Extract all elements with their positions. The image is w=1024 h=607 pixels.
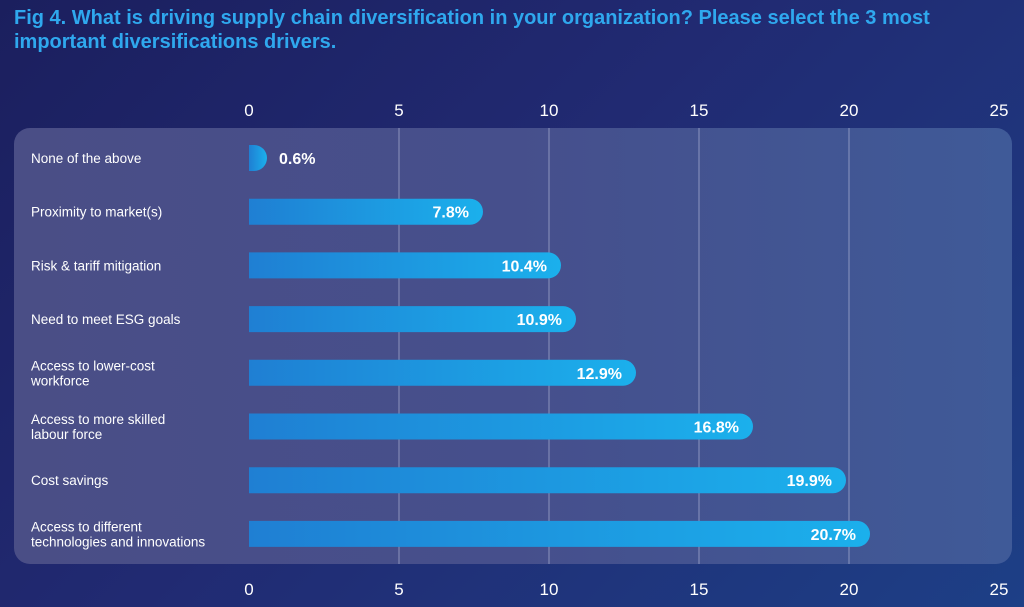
- x-tick-label-top: 25: [990, 101, 1009, 120]
- x-tick-label-bottom: 25: [990, 580, 1009, 599]
- x-tick-label-bottom: 5: [394, 580, 403, 599]
- category-label: Proximity to market(s): [31, 205, 162, 220]
- x-tick-label-bottom: 20: [840, 580, 859, 599]
- x-tick-label-top: 20: [840, 101, 859, 120]
- value-label: 19.9%: [787, 473, 832, 490]
- value-label: 10.4%: [502, 258, 547, 275]
- chart-title: Fig 4. What is driving supply chain dive…: [14, 7, 930, 53]
- category-label: Need to meet ESG goals: [31, 312, 181, 327]
- value-label: 0.6%: [279, 151, 315, 168]
- bar: [249, 359, 637, 386]
- category-label: None of the above: [31, 151, 141, 166]
- category-label: labour force: [31, 427, 102, 442]
- category-label: workforce: [30, 373, 90, 388]
- value-label: 16.8%: [694, 420, 739, 437]
- bar: [249, 198, 483, 225]
- bar: [249, 413, 754, 440]
- value-label: 12.9%: [577, 366, 622, 383]
- bar: [249, 467, 847, 494]
- value-label: 20.7%: [811, 527, 856, 544]
- category-label: Access to more skilled: [31, 412, 165, 427]
- category-label: Cost savings: [31, 473, 109, 488]
- x-tick-label-bottom: 0: [244, 580, 253, 599]
- value-label: 10.9%: [517, 312, 562, 329]
- x-tick-label-top: 15: [690, 101, 709, 120]
- x-tick-label-bottom: 15: [690, 580, 709, 599]
- bar: [249, 252, 561, 279]
- value-label: 7.8%: [433, 205, 469, 222]
- category-label: Access to different: [31, 519, 142, 534]
- category-label: Risk & tariff mitigation: [31, 258, 161, 273]
- bar: [249, 520, 871, 547]
- x-tick-label-bottom: 10: [540, 580, 559, 599]
- category-label: Access to lower-cost: [31, 358, 155, 373]
- x-tick-label-top: 0: [244, 101, 253, 120]
- bar: [249, 145, 267, 171]
- category-label: technologies and innovations: [31, 534, 205, 549]
- x-tick-label-top: 5: [394, 101, 403, 120]
- x-tick-label-top: 10: [540, 101, 559, 120]
- bar: [249, 306, 576, 333]
